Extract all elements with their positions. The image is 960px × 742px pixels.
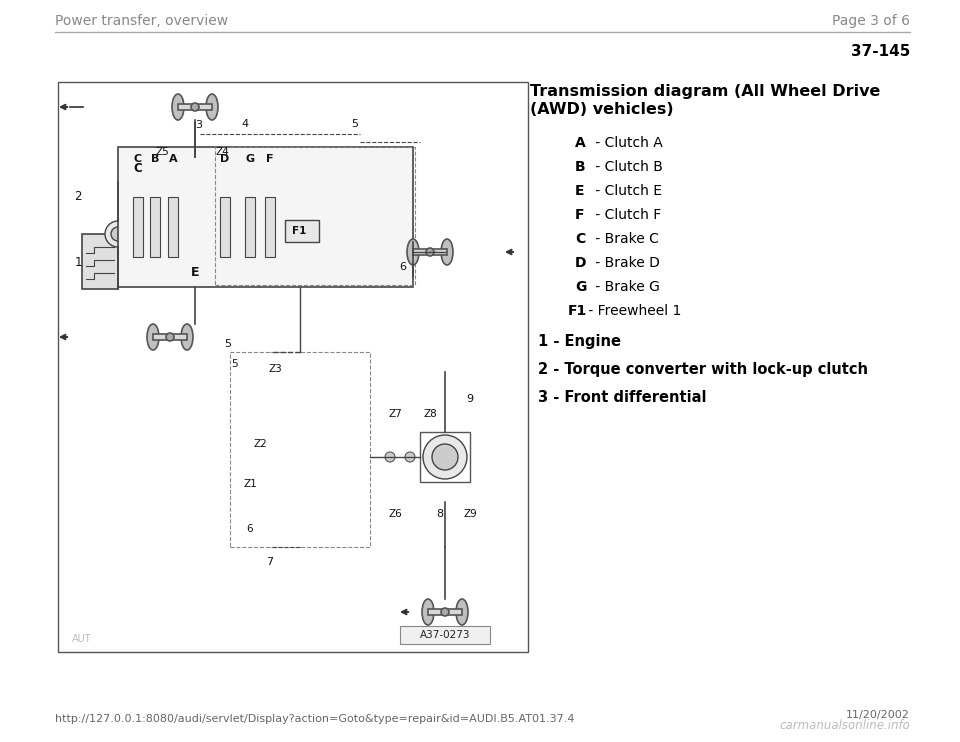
Bar xyxy=(413,249,447,255)
Text: Z8: Z8 xyxy=(423,409,437,419)
Text: Z4: Z4 xyxy=(215,147,228,157)
Text: 37-145: 37-145 xyxy=(851,44,910,59)
Text: F1: F1 xyxy=(568,304,588,318)
Text: - Clutch E: - Clutch E xyxy=(591,184,662,198)
Ellipse shape xyxy=(206,94,218,120)
Text: 3 - Front differential: 3 - Front differential xyxy=(538,390,707,405)
Ellipse shape xyxy=(181,324,193,350)
Text: - Brake D: - Brake D xyxy=(591,256,660,270)
Text: - Clutch A: - Clutch A xyxy=(591,136,662,150)
Text: A: A xyxy=(575,136,586,150)
Bar xyxy=(230,352,370,547)
Text: http://127.0.0.1:8080/audi/servlet/Display?action=Goto&type=repair&id=AUDI.B5.AT: http://127.0.0.1:8080/audi/servlet/Displ… xyxy=(55,714,574,724)
Circle shape xyxy=(385,452,395,462)
Bar xyxy=(133,197,143,257)
Text: - Clutch B: - Clutch B xyxy=(591,160,662,174)
Text: 6: 6 xyxy=(399,262,406,272)
Text: Z6: Z6 xyxy=(388,509,402,519)
Bar xyxy=(400,626,490,644)
Text: Transmission diagram (All Wheel Drive: Transmission diagram (All Wheel Drive xyxy=(530,84,880,99)
Bar xyxy=(220,197,230,257)
Bar xyxy=(58,82,528,652)
Bar xyxy=(285,220,319,242)
Bar xyxy=(428,609,462,615)
Text: 9: 9 xyxy=(467,394,473,404)
Text: Z1: Z1 xyxy=(243,479,257,489)
Text: 1: 1 xyxy=(74,255,82,269)
Text: 1 - Engine: 1 - Engine xyxy=(538,334,621,349)
Text: 11/20/2002: 11/20/2002 xyxy=(846,710,910,720)
Text: A: A xyxy=(169,154,178,164)
Circle shape xyxy=(191,103,199,111)
Text: 2 - Torque converter with lock-up clutch: 2 - Torque converter with lock-up clutch xyxy=(538,362,868,377)
Text: - Clutch F: - Clutch F xyxy=(591,208,661,222)
Text: 4: 4 xyxy=(241,119,249,129)
Text: 7: 7 xyxy=(267,557,274,567)
Text: F1: F1 xyxy=(292,226,306,236)
Text: G: G xyxy=(246,154,254,164)
Bar xyxy=(178,104,212,110)
Bar xyxy=(245,197,255,257)
Text: Z2: Z2 xyxy=(253,439,267,449)
Text: Page 3 of 6: Page 3 of 6 xyxy=(832,14,910,28)
Text: Power transfer, overview: Power transfer, overview xyxy=(55,14,228,28)
Bar xyxy=(150,197,160,257)
Text: C: C xyxy=(133,162,142,176)
Text: 3: 3 xyxy=(195,120,202,130)
Text: 5: 5 xyxy=(351,119,358,129)
Ellipse shape xyxy=(147,324,159,350)
Ellipse shape xyxy=(422,599,434,625)
Bar xyxy=(118,147,413,287)
Text: G: G xyxy=(575,280,587,294)
Text: Z3: Z3 xyxy=(268,364,282,374)
Text: C: C xyxy=(134,154,142,164)
Text: E: E xyxy=(191,266,200,278)
Circle shape xyxy=(405,452,415,462)
Circle shape xyxy=(166,333,174,341)
Circle shape xyxy=(181,153,209,181)
Circle shape xyxy=(441,608,449,616)
Ellipse shape xyxy=(441,239,453,265)
Text: C: C xyxy=(575,232,586,246)
Text: 2: 2 xyxy=(74,191,82,203)
Circle shape xyxy=(432,444,458,470)
Text: - Brake G: - Brake G xyxy=(591,280,660,294)
Circle shape xyxy=(105,221,131,247)
Text: - Brake C: - Brake C xyxy=(591,232,659,246)
Bar xyxy=(153,334,187,340)
Ellipse shape xyxy=(407,239,419,265)
Circle shape xyxy=(111,227,125,241)
Bar xyxy=(82,234,118,289)
Text: Z5: Z5 xyxy=(156,147,169,157)
Bar xyxy=(420,432,470,482)
Text: D: D xyxy=(575,256,587,270)
Text: AUT: AUT xyxy=(72,634,91,644)
Text: F: F xyxy=(575,208,585,222)
Text: 8: 8 xyxy=(437,509,444,519)
Ellipse shape xyxy=(172,94,184,120)
Bar xyxy=(265,197,275,257)
Circle shape xyxy=(187,159,203,175)
Text: D: D xyxy=(221,154,229,164)
Circle shape xyxy=(426,248,434,256)
Text: Z9: Z9 xyxy=(463,509,477,519)
Ellipse shape xyxy=(456,599,468,625)
Circle shape xyxy=(423,435,467,479)
Text: 5: 5 xyxy=(225,339,231,349)
Text: A37-0273: A37-0273 xyxy=(420,630,470,640)
Text: Z7: Z7 xyxy=(388,409,402,419)
Text: 5: 5 xyxy=(231,359,238,369)
Text: carmanualsonline.info: carmanualsonline.info xyxy=(780,719,910,732)
Text: 6: 6 xyxy=(247,524,253,534)
Bar xyxy=(215,147,415,285)
Text: B: B xyxy=(575,160,586,174)
Text: F: F xyxy=(266,154,274,164)
Text: - Freewheel 1: - Freewheel 1 xyxy=(584,304,682,318)
Text: B: B xyxy=(151,154,159,164)
Text: E: E xyxy=(575,184,585,198)
Bar xyxy=(168,197,178,257)
Text: (AWD) vehicles): (AWD) vehicles) xyxy=(530,102,674,117)
